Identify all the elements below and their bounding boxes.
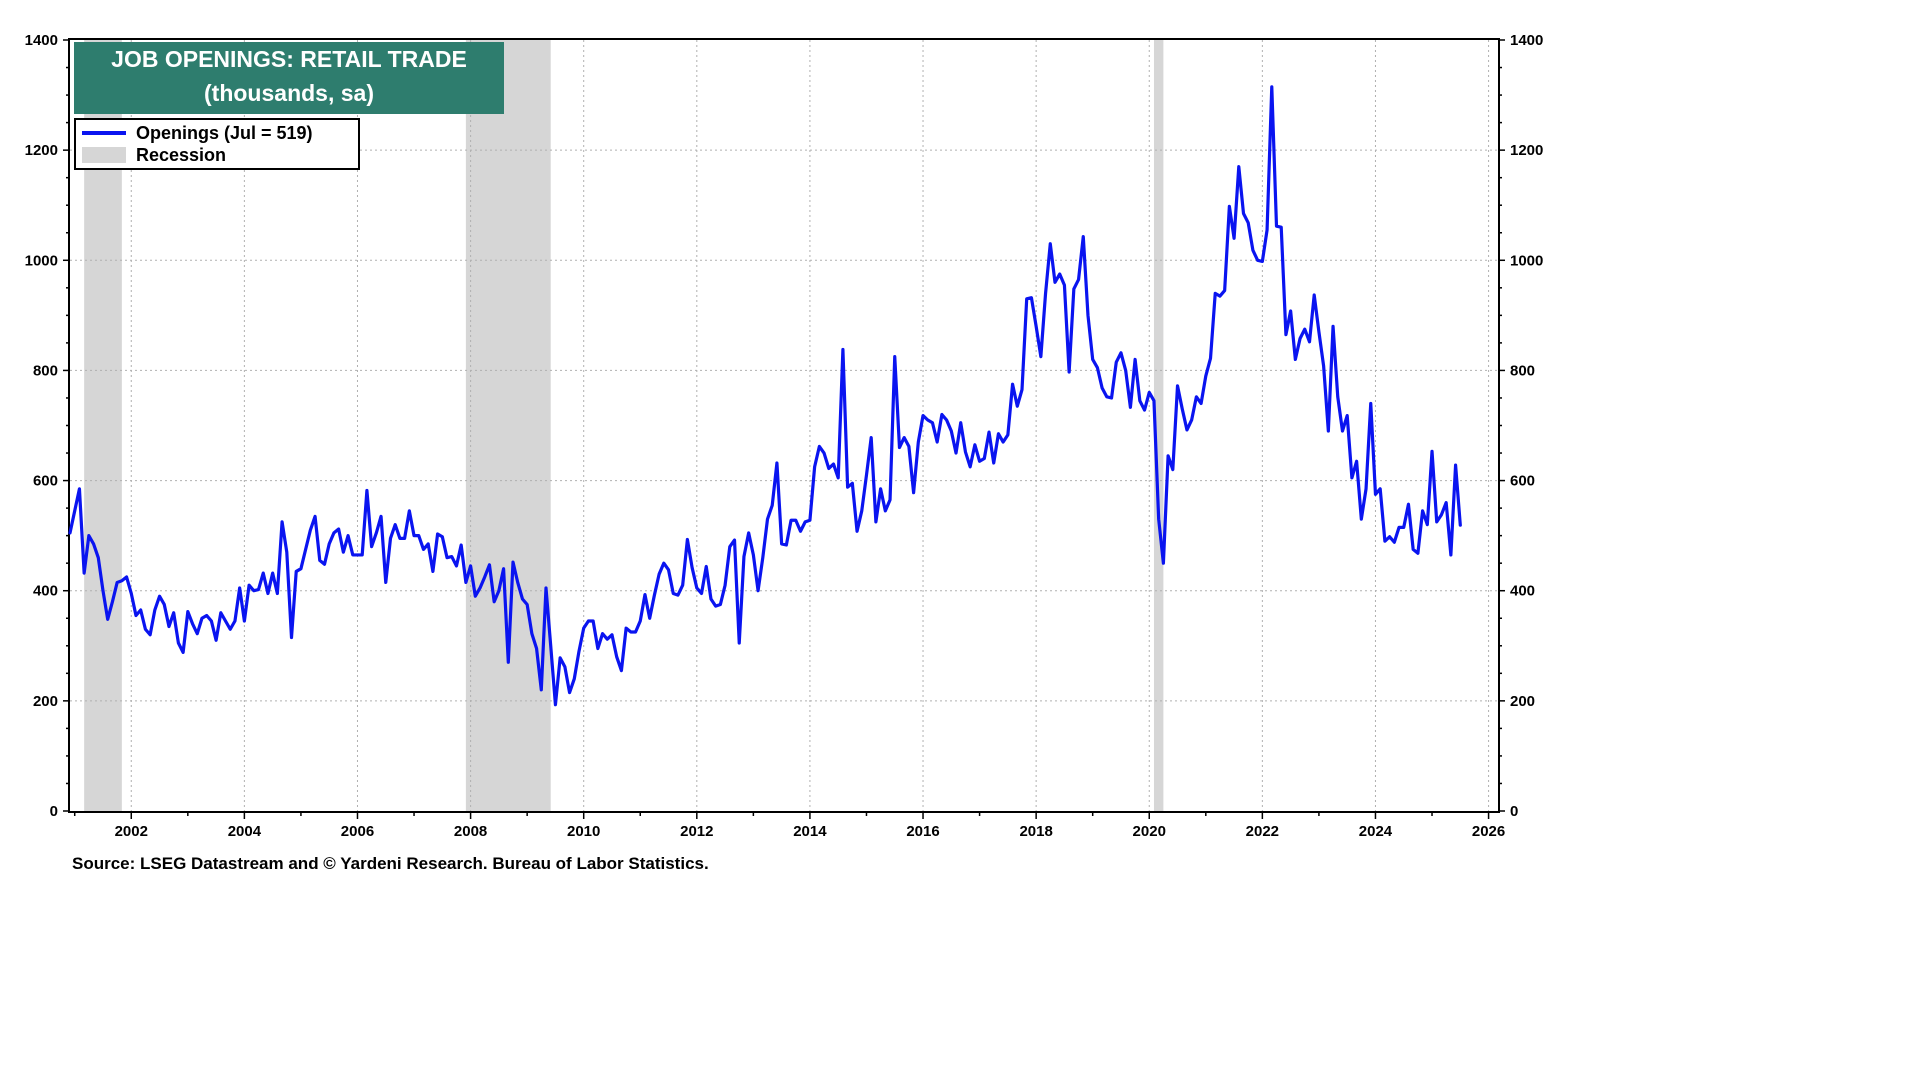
x-tick-label: 2016 [906, 823, 939, 840]
y-tick-label-right: 800 [1510, 362, 1535, 379]
x-tick-label: 2002 [115, 823, 148, 840]
x-tick-label: 2012 [680, 823, 713, 840]
chart: 0 0 200 200 400 400 600 600 800 800 1000 1000 1200 12… [25, 32, 1544, 840]
y-tick-label-right: 200 [1510, 693, 1535, 710]
y-tick-label-left: 1200 [25, 142, 58, 159]
legend-swatch-recession [82, 147, 126, 163]
legend-label-recession: Recession [136, 144, 227, 165]
x-tick-label: 2014 [793, 823, 827, 840]
x-tick-label: 2004 [228, 823, 262, 840]
y-tick-label-right: 0 [1510, 803, 1518, 820]
chart-title: JOB OPENINGS: RETAIL TRADE [111, 46, 467, 72]
y-tick-label-right: 600 [1510, 473, 1535, 490]
x-tick-label: 2018 [1019, 823, 1052, 840]
axis-ticks [63, 39, 1505, 819]
y-tick-label-right: 1400 [1510, 32, 1543, 49]
legend-label-openings: Openings (Jul = 519) [136, 122, 313, 143]
recession-band-2 [1153, 40, 1164, 811]
series-group [68, 85, 1462, 707]
legend-swatch-line [82, 131, 126, 135]
x-tick-label: 2008 [454, 823, 487, 840]
y-tick-label-left: 400 [33, 583, 58, 600]
y-tick-label-left: 600 [33, 473, 58, 490]
series-line-openings [68, 85, 1462, 707]
source-note: Source: LSEG Datastream and © Yardeni Re… [72, 854, 709, 873]
x-tick-label: 2022 [1246, 823, 1279, 840]
legend-item-recession: Recession [82, 145, 226, 165]
legend-item-openings: Openings (Jul = 519) [82, 123, 313, 143]
recession-band-1 [465, 40, 551, 811]
y-tick-label-right: 1000 [1510, 252, 1543, 269]
y-tick-label-left: 200 [33, 693, 58, 710]
x-tick-label: 2020 [1133, 823, 1166, 840]
y-tick-label-right: 400 [1510, 583, 1535, 600]
y-tick-label-left: 1400 [25, 32, 58, 49]
y-tick-label-left: 1000 [25, 252, 58, 269]
x-tick-label: 2006 [341, 823, 374, 840]
legend: Openings (Jul = 519) Recession [74, 118, 360, 170]
y-tick-label-left: 0 [50, 803, 58, 820]
chart-title-box: JOB OPENINGS: RETAIL TRADE (thousands, s… [74, 42, 504, 114]
x-tick-label: 2010 [567, 823, 600, 840]
x-tick-label: 2024 [1359, 823, 1393, 840]
y-tick-label-left: 800 [33, 362, 58, 379]
chart-subtitle: (thousands, sa) [204, 80, 374, 106]
axis-labels: 0 0 200 200 400 400 600 600 800 800 1000 1000 1200 12… [25, 32, 1544, 840]
x-tick-label: 2026 [1472, 823, 1505, 840]
y-tick-label-right: 1200 [1510, 142, 1543, 159]
